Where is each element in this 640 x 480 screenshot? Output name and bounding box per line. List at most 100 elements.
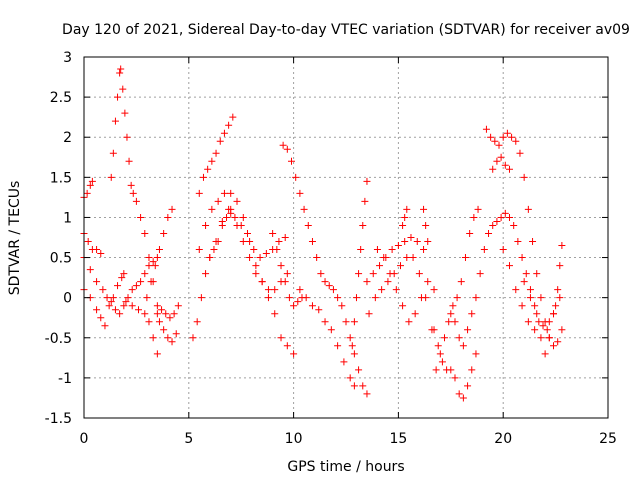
series-track-v <box>399 205 432 246</box>
data-point <box>438 358 446 366</box>
series-track-c <box>80 254 161 318</box>
data-point <box>499 246 507 254</box>
data-point <box>199 173 207 181</box>
series-track-z <box>457 205 482 286</box>
data-point <box>436 350 444 358</box>
data-point <box>84 238 92 246</box>
data-point <box>550 310 558 318</box>
y-tick-label: 1 <box>63 210 72 226</box>
data-point <box>313 254 321 262</box>
data-point <box>357 246 365 254</box>
data-point <box>111 117 119 125</box>
data-point <box>202 221 210 229</box>
data-point <box>290 302 298 310</box>
series-track-l <box>195 189 298 358</box>
chart-title: Day 120 of 2021, Sidereal Day-to-day VTE… <box>62 22 630 38</box>
data-point <box>537 294 545 302</box>
y-tick-label: -0.5 <box>45 331 72 347</box>
data-point <box>497 213 505 221</box>
series-track-i <box>153 302 182 322</box>
data-point <box>258 278 266 286</box>
series-track-ae <box>541 242 566 358</box>
data-point <box>121 109 129 117</box>
data-point <box>464 382 472 390</box>
data-point <box>160 229 168 237</box>
data-point <box>153 302 161 310</box>
series-track-p <box>279 141 371 398</box>
data-point <box>352 294 360 302</box>
data-point <box>149 258 157 266</box>
data-point <box>466 229 474 237</box>
data-point <box>127 181 135 189</box>
data-point <box>537 334 545 342</box>
data-point <box>114 93 122 101</box>
data-point <box>501 161 509 169</box>
data-point <box>493 157 501 165</box>
data-point <box>457 278 465 286</box>
data-point <box>369 270 377 278</box>
data-point <box>292 173 300 181</box>
data-point <box>556 262 564 270</box>
data-point <box>317 270 325 278</box>
data-point <box>285 294 293 302</box>
data-point <box>193 318 201 326</box>
data-point <box>531 326 539 334</box>
data-point <box>153 254 161 262</box>
data-point <box>128 286 136 294</box>
data-point <box>459 394 467 402</box>
data-point <box>264 294 272 302</box>
data-point <box>516 149 524 157</box>
data-point <box>107 298 115 306</box>
data-point <box>434 342 442 350</box>
data-point <box>86 266 94 274</box>
data-point <box>459 342 467 350</box>
data-point <box>455 334 463 342</box>
data-point <box>304 221 312 229</box>
data-point <box>93 306 101 314</box>
plot-frame <box>83 56 609 419</box>
y-tick-label: -1 <box>58 371 72 387</box>
y-axis-ticks: -1.5 -1 -0.5 0 0.5 1 1.5 2 2.5 3 <box>45 50 608 427</box>
data-point <box>132 197 140 205</box>
data-point <box>243 229 251 237</box>
x-axis-label: GPS time / hours <box>287 459 404 475</box>
data-point <box>485 229 493 237</box>
data-point <box>160 326 168 334</box>
y-tick-label: 2.5 <box>50 90 72 106</box>
data-point <box>384 278 392 286</box>
data-point <box>420 246 428 254</box>
data-point <box>308 302 316 310</box>
series-track-k <box>195 113 237 197</box>
data-point <box>174 302 182 310</box>
data-point <box>101 322 109 330</box>
data-point <box>283 270 291 278</box>
data-point <box>451 374 459 382</box>
x-axis-ticks: 0 5 10 15 20 25 <box>80 57 617 447</box>
data-point <box>204 165 212 173</box>
data-point <box>88 177 96 185</box>
data-point <box>552 302 560 310</box>
data-point <box>472 350 480 358</box>
data-point <box>325 282 333 290</box>
data-point <box>116 310 124 318</box>
data-point <box>246 254 254 262</box>
data-point <box>290 350 298 358</box>
data-point <box>103 294 111 302</box>
data-point <box>350 350 358 358</box>
data-point <box>202 270 210 278</box>
x-tick-label: 15 <box>389 431 407 447</box>
data-point <box>197 294 205 302</box>
data-point <box>220 129 228 137</box>
data-point <box>378 286 386 294</box>
data-point <box>545 318 553 326</box>
series-track-a <box>80 177 96 201</box>
data-point <box>225 121 233 129</box>
data-point <box>503 129 511 137</box>
data-point <box>283 145 291 153</box>
data-point <box>162 310 170 318</box>
data-point <box>206 254 214 262</box>
data-point <box>447 310 455 318</box>
data-point <box>499 133 507 141</box>
data-point <box>233 221 241 229</box>
data-point <box>97 250 105 258</box>
